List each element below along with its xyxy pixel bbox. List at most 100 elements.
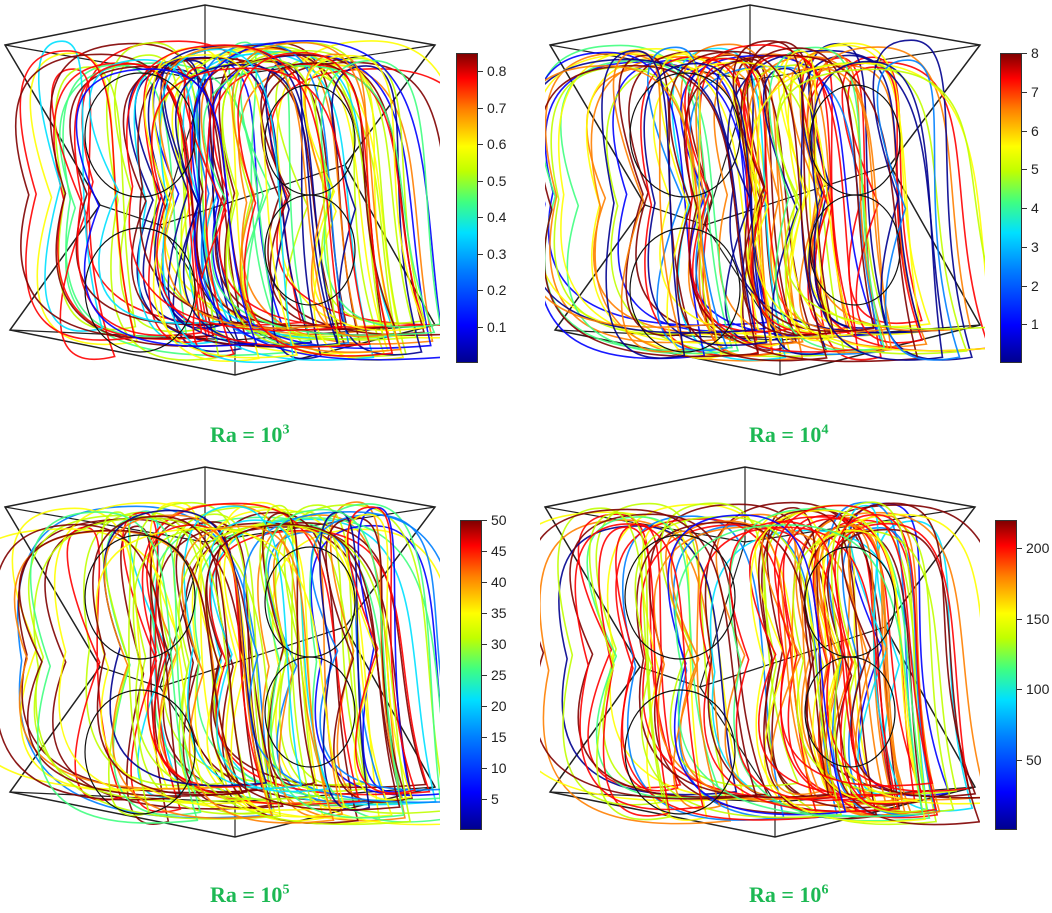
streamline bbox=[54, 66, 137, 331]
colorbar-gradient bbox=[1000, 53, 1022, 363]
caption-exponent: 4 bbox=[821, 422, 829, 438]
colorbar-tick-label: 20 bbox=[491, 698, 507, 714]
streamline bbox=[276, 40, 440, 339]
colorbar-gradient bbox=[456, 53, 478, 363]
caption-ra-1e3: Ra = 103 bbox=[210, 422, 289, 448]
streamline bbox=[836, 520, 955, 814]
streamline bbox=[304, 53, 390, 338]
streamline bbox=[615, 523, 679, 792]
cylinder-outline bbox=[629, 227, 741, 353]
colorbar-tick bbox=[482, 520, 487, 521]
streamline bbox=[197, 524, 393, 819]
colorbar-tick-label: 1 bbox=[1031, 316, 1039, 333]
colorbar-tick bbox=[482, 644, 487, 645]
colorbar-tick bbox=[1022, 208, 1027, 209]
cylinder-outline bbox=[84, 689, 196, 815]
cylinder-outline bbox=[84, 227, 196, 353]
colorbar-tick-label: 0.6 bbox=[487, 136, 507, 153]
colorbar-tick-label: 0.5 bbox=[487, 172, 507, 189]
caption-exponent: 6 bbox=[821, 882, 829, 898]
streamline bbox=[716, 60, 778, 343]
colorbar-tick bbox=[482, 613, 487, 614]
streamline bbox=[540, 511, 746, 802]
enclosure-edge bbox=[699, 541, 746, 688]
colorbar-tick-label: 10 bbox=[491, 760, 507, 776]
colorbar-tick-label: 4 bbox=[1031, 200, 1039, 216]
streamline bbox=[274, 504, 440, 815]
streamline-panel-ra-1e3 bbox=[0, 0, 440, 400]
streamline bbox=[151, 67, 371, 348]
cylinder-outline bbox=[84, 534, 196, 660]
streamline bbox=[345, 513, 413, 801]
streamline bbox=[746, 55, 893, 354]
colorbar-tick bbox=[482, 675, 487, 676]
streamline bbox=[146, 524, 263, 788]
cylinder-outline bbox=[264, 656, 356, 768]
streamline bbox=[101, 511, 150, 817]
streamline bbox=[205, 523, 401, 811]
colorbar-gradient bbox=[995, 520, 1017, 830]
streamline bbox=[191, 39, 440, 361]
streamline bbox=[635, 521, 830, 799]
streamline bbox=[680, 43, 804, 346]
streamline-panel-ra-1e6 bbox=[540, 462, 980, 862]
cylinder-outline bbox=[624, 689, 736, 815]
streamline bbox=[357, 506, 411, 793]
streamline bbox=[671, 47, 787, 361]
streamline bbox=[792, 530, 958, 795]
colorbar-tick bbox=[478, 107, 483, 109]
streamline bbox=[27, 514, 252, 803]
colorbar-tick-label: 40 bbox=[491, 574, 507, 590]
streamline bbox=[749, 515, 923, 796]
streamline-plot bbox=[3, 4, 440, 376]
streamline-plot bbox=[545, 4, 985, 376]
streamline bbox=[264, 508, 405, 819]
streamline bbox=[158, 45, 329, 329]
streamline bbox=[545, 58, 756, 334]
caption-text: Ra = 10 bbox=[210, 882, 283, 907]
streamline bbox=[73, 63, 203, 337]
streamline bbox=[732, 40, 834, 337]
colorbar-tick bbox=[1022, 285, 1027, 287]
streamline bbox=[143, 61, 208, 343]
colorbar-tick-label: 15 bbox=[491, 729, 507, 745]
colorbar-tick bbox=[482, 551, 487, 552]
streamline bbox=[876, 59, 961, 361]
streamline bbox=[674, 524, 924, 818]
streamline bbox=[18, 529, 244, 797]
streamline bbox=[152, 47, 260, 363]
streamline bbox=[598, 526, 671, 817]
streamline bbox=[182, 52, 375, 361]
cylinder-outline bbox=[809, 194, 901, 306]
streamline bbox=[265, 62, 322, 360]
streamline bbox=[545, 61, 768, 327]
cylinder-outline bbox=[264, 194, 356, 306]
streamline bbox=[66, 526, 122, 801]
streamline bbox=[777, 54, 833, 334]
streamline bbox=[150, 516, 405, 806]
streamline bbox=[768, 46, 886, 352]
colorbar-tick bbox=[1022, 130, 1027, 132]
streamline bbox=[601, 49, 686, 359]
streamline bbox=[680, 54, 880, 338]
streamline bbox=[588, 512, 672, 821]
colorbar-tick-label: 35 bbox=[491, 605, 507, 621]
streamline bbox=[127, 56, 313, 347]
streamline bbox=[826, 528, 980, 826]
colorbar-tick bbox=[1017, 618, 1022, 620]
colorbar-tick-label: 0.7 bbox=[487, 99, 507, 116]
streamline bbox=[776, 68, 985, 330]
streamline bbox=[634, 515, 843, 819]
colorbar-tick bbox=[482, 737, 487, 738]
cylinder-outline bbox=[84, 72, 196, 198]
streamline bbox=[545, 52, 717, 344]
streamline bbox=[621, 515, 785, 821]
streamline bbox=[183, 505, 302, 790]
streamline bbox=[221, 59, 341, 348]
caption-ra-1e4: Ra = 104 bbox=[749, 422, 828, 448]
streamline bbox=[181, 525, 335, 824]
colorbar-tick-label: 100 bbox=[1026, 681, 1050, 698]
caption-ra-1e5: Ra = 105 bbox=[210, 882, 289, 908]
streamline bbox=[684, 57, 793, 333]
streamline bbox=[801, 54, 922, 334]
